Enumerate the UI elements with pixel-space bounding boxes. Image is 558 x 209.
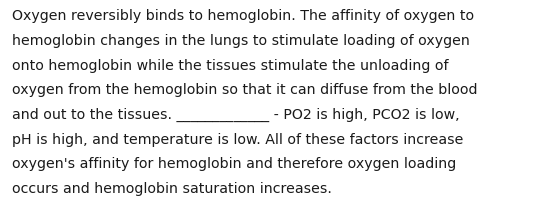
Text: occurs and hemoglobin saturation increases.: occurs and hemoglobin saturation increas… — [12, 182, 332, 196]
Text: Oxygen reversibly binds to hemoglobin. The affinity of oxygen to: Oxygen reversibly binds to hemoglobin. T… — [12, 9, 474, 23]
Text: onto hemoglobin while the tissues stimulate the unloading of: onto hemoglobin while the tissues stimul… — [12, 59, 449, 73]
Text: pH is high, and temperature is low. All of these factors increase: pH is high, and temperature is low. All … — [12, 133, 464, 147]
Text: and out to the tissues. _____________ - PO2 is high, PCO2 is low,: and out to the tissues. _____________ - … — [12, 108, 460, 122]
Text: hemoglobin changes in the lungs to stimulate loading of oxygen: hemoglobin changes in the lungs to stimu… — [12, 34, 470, 48]
Text: oxygen's affinity for hemoglobin and therefore oxygen loading: oxygen's affinity for hemoglobin and the… — [12, 157, 456, 171]
Text: oxygen from the hemoglobin so that it can diffuse from the blood: oxygen from the hemoglobin so that it ca… — [12, 83, 478, 97]
